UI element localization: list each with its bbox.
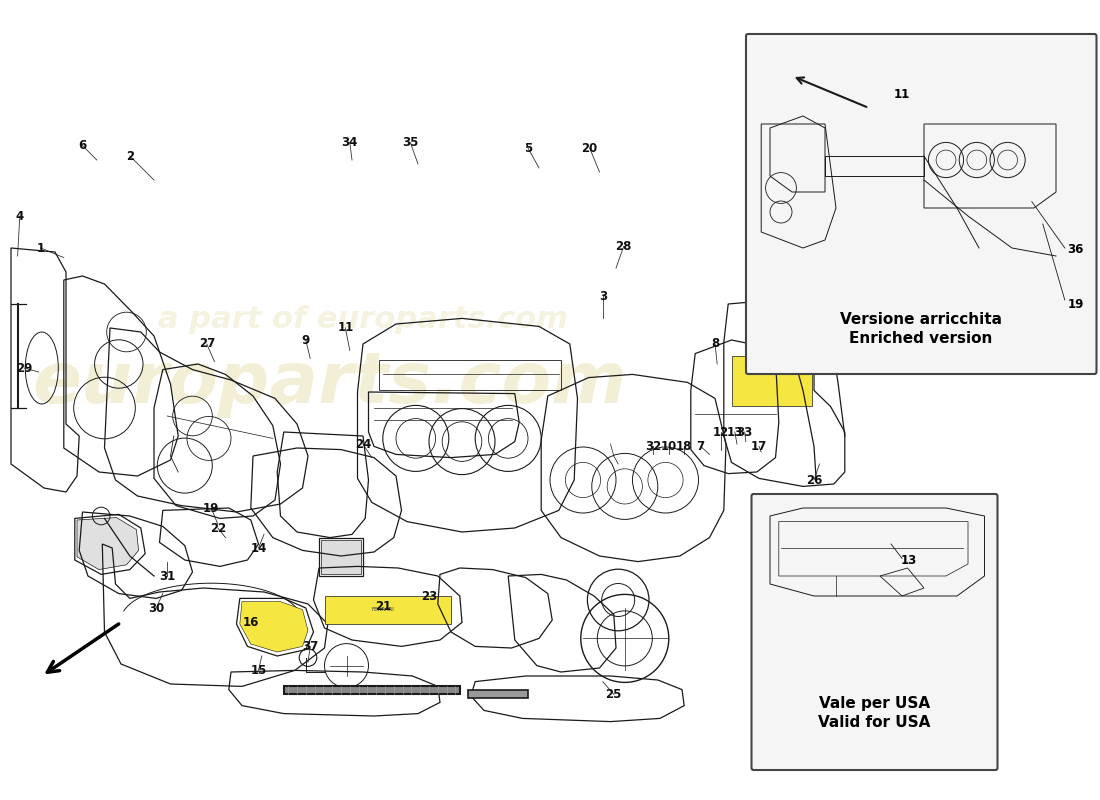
Text: 18: 18 (676, 440, 692, 453)
Text: 10: 10 (661, 440, 676, 453)
Polygon shape (732, 356, 812, 406)
Polygon shape (284, 686, 460, 694)
Text: 25: 25 (606, 688, 621, 701)
Text: FERRARI: FERRARI (372, 607, 394, 612)
Text: 26: 26 (806, 474, 822, 486)
Text: 11: 11 (894, 88, 910, 101)
Text: Versione arricchita
Enriched version: Versione arricchita Enriched version (839, 312, 1002, 346)
Text: 35: 35 (403, 136, 418, 149)
Text: 33: 33 (737, 426, 752, 438)
Polygon shape (77, 518, 139, 570)
Text: 13: 13 (901, 554, 916, 566)
Text: 15: 15 (251, 664, 266, 677)
Text: 3: 3 (598, 290, 607, 302)
Text: 14: 14 (251, 542, 266, 554)
Text: 16: 16 (243, 616, 258, 629)
Text: 7: 7 (696, 440, 705, 453)
Text: 1: 1 (36, 242, 45, 254)
Text: 5: 5 (524, 142, 532, 154)
Text: 2: 2 (125, 150, 134, 162)
Text: 19: 19 (204, 502, 219, 514)
Text: 28: 28 (616, 240, 631, 253)
Text: 9: 9 (301, 334, 310, 346)
Text: 12: 12 (713, 426, 728, 438)
Text: 29: 29 (16, 362, 32, 374)
Text: Vale per USA
Valid for USA: Vale per USA Valid for USA (818, 696, 931, 730)
Text: 8: 8 (711, 338, 719, 350)
Text: 13: 13 (727, 426, 742, 438)
Text: 27: 27 (199, 338, 214, 350)
Polygon shape (468, 690, 528, 698)
Text: 31: 31 (160, 570, 175, 582)
Text: a part of europarts.com: a part of europarts.com (158, 306, 568, 334)
Polygon shape (321, 540, 361, 574)
Polygon shape (240, 602, 308, 652)
Text: 17: 17 (751, 440, 767, 453)
Text: 4: 4 (15, 210, 24, 222)
Text: 20: 20 (582, 142, 597, 154)
Polygon shape (324, 596, 451, 624)
Text: 30: 30 (148, 602, 164, 614)
Text: 36: 36 (1068, 243, 1084, 256)
Text: 37: 37 (302, 640, 318, 653)
FancyBboxPatch shape (751, 494, 998, 770)
Text: 6: 6 (78, 139, 87, 152)
Text: 19: 19 (1068, 298, 1084, 310)
Text: 22: 22 (210, 522, 225, 534)
Text: 21: 21 (375, 600, 390, 613)
FancyBboxPatch shape (746, 34, 1097, 374)
Text: 32: 32 (646, 440, 661, 453)
Text: 24: 24 (355, 438, 371, 450)
Text: 11: 11 (338, 322, 353, 334)
Text: 34: 34 (342, 136, 358, 149)
Text: europarts.com: europarts.com (33, 350, 627, 418)
Text: 23: 23 (421, 590, 437, 602)
